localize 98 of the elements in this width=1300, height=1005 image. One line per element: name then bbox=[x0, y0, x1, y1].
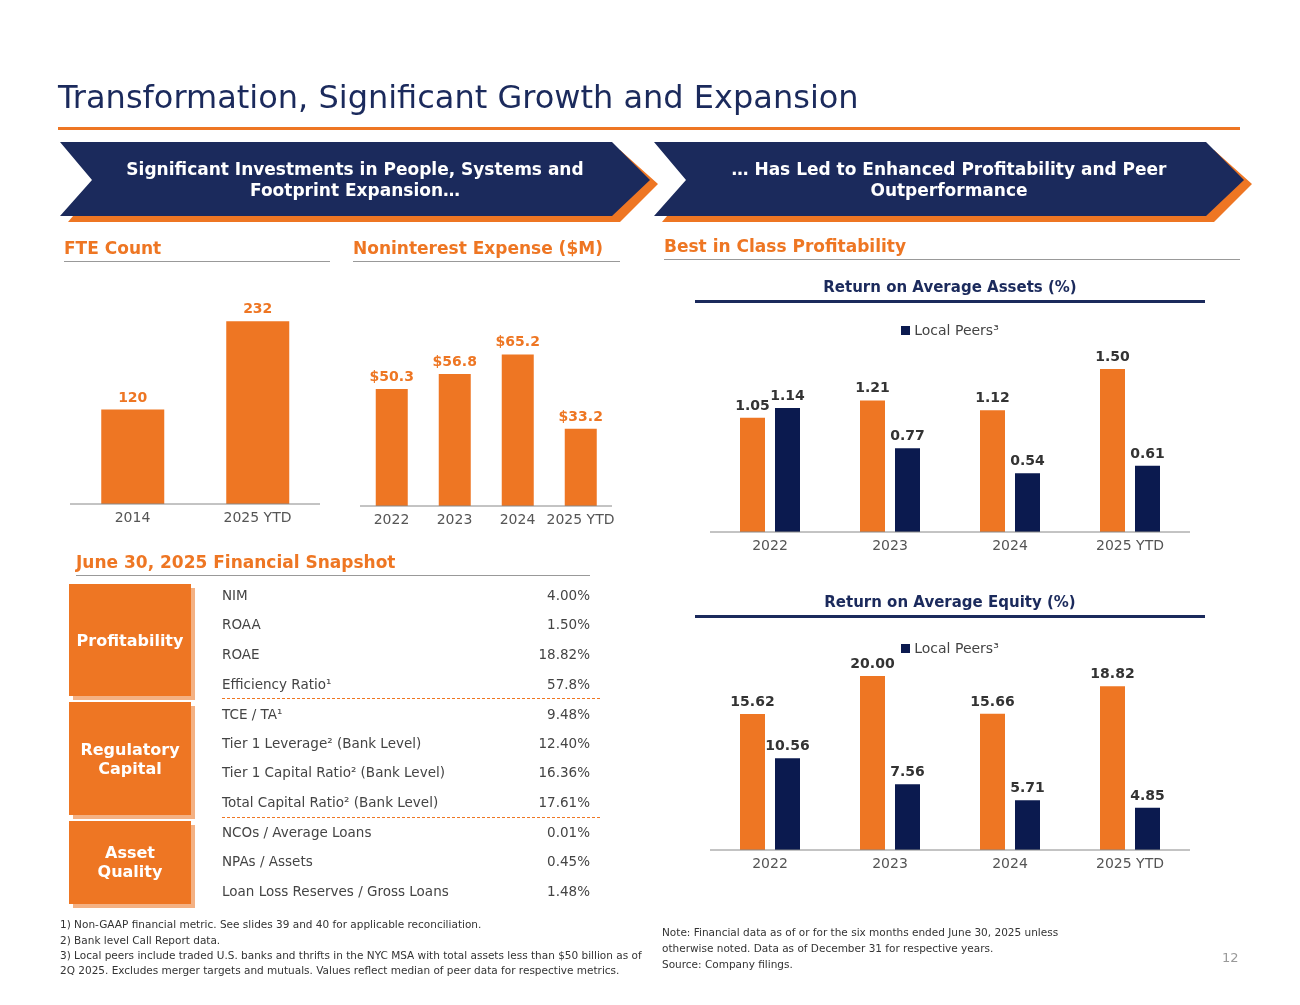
data-label: 15.62 bbox=[730, 693, 775, 710]
data-label: 232 bbox=[243, 300, 273, 317]
category-label: ROAA bbox=[222, 616, 261, 633]
data-label: 0.77 bbox=[890, 427, 925, 444]
category-label: Loan Loss Reserves / Gross Loans bbox=[222, 882, 449, 899]
data-label: 1.12 bbox=[975, 389, 1010, 406]
text: 4.00% bbox=[547, 586, 590, 603]
text: 12 bbox=[1222, 950, 1239, 965]
data-label: 20.00 bbox=[850, 655, 895, 671]
bar bbox=[1100, 686, 1125, 850]
data-label: 1.14 bbox=[770, 387, 806, 404]
text: 18.82% bbox=[538, 645, 590, 662]
data-label: 1.50 bbox=[1095, 347, 1131, 364]
category-label: Efficiency Ratio¹ bbox=[222, 675, 332, 692]
bar bbox=[1100, 368, 1125, 532]
bar bbox=[895, 784, 920, 850]
legend-label: Local Peers³ bbox=[913, 322, 999, 338]
bar bbox=[564, 428, 597, 506]
x-tick-label: 2023 bbox=[436, 510, 473, 527]
text: Note: Financial data as of or for the six months ended June 30, 2025 unless otherwise noted. Data as of December 31 for respective years. bbox=[662, 925, 1060, 956]
bar bbox=[1135, 807, 1160, 850]
bar bbox=[375, 389, 408, 506]
text: 1.48% bbox=[547, 882, 590, 899]
data-label: 0.54 bbox=[1010, 452, 1046, 469]
x-tick-label: 2022 bbox=[752, 854, 788, 871]
bar bbox=[501, 354, 534, 506]
bar bbox=[775, 408, 800, 532]
x-tick-label: 2024 bbox=[992, 854, 1028, 871]
data-label: 18.82 bbox=[1090, 665, 1135, 682]
text: 17.61% bbox=[538, 793, 590, 810]
text: 1) Non-GAAP financial metric. See slides 39 and 40 for applicable reconciliation. bbox=[60, 917, 483, 932]
chart-title: FTE Count bbox=[64, 238, 330, 262]
text: 2) Bank level Call Report data. bbox=[60, 932, 222, 948]
x-tick-label: 2025 YTD bbox=[223, 508, 292, 525]
category-label: Regulatory Capital bbox=[80, 739, 180, 778]
bar bbox=[980, 713, 1005, 850]
bar bbox=[775, 758, 800, 850]
text: 57.8% bbox=[547, 675, 590, 692]
text: … Has Led to Enhanced Profitability and Peer Outperformance bbox=[730, 158, 1168, 202]
x-tick-label: 2014 bbox=[114, 508, 151, 525]
bar bbox=[438, 373, 471, 506]
bar bbox=[895, 448, 920, 532]
text: Transformation, Significant Growth and Expansion bbox=[58, 78, 859, 116]
x-tick-label: 2025 YTD bbox=[546, 510, 615, 527]
x-tick-label: 2025 YTD bbox=[1096, 536, 1164, 553]
data-label: 1.21 bbox=[855, 379, 890, 396]
category-label: Tier 1 Leverage² (Bank Level) bbox=[222, 734, 422, 751]
data-label: 4.85 bbox=[1130, 786, 1165, 803]
chart-subtitle: Return on Average Equity (%) bbox=[695, 593, 1205, 618]
data-label: $50.3 bbox=[369, 368, 414, 385]
data-label: 15.66 bbox=[970, 692, 1015, 709]
data-label: 120 bbox=[118, 388, 148, 405]
bar bbox=[1015, 473, 1040, 532]
category-label: Total Capital Ratio² (Bank Level) bbox=[222, 793, 439, 810]
bar bbox=[860, 676, 885, 850]
chart-title: Best in Class Profitability bbox=[664, 236, 1240, 260]
x-tick-label: 2023 bbox=[872, 536, 908, 553]
text: 0.01% bbox=[547, 824, 590, 841]
category-label: NCOs / Average Loans bbox=[222, 824, 372, 841]
text: 12.40% bbox=[538, 734, 590, 751]
text: 16.36% bbox=[538, 764, 590, 781]
data-label: 1.05 bbox=[735, 396, 770, 413]
category-label: Profitability bbox=[76, 630, 184, 650]
bar bbox=[860, 400, 885, 532]
category-label: Asset Quality bbox=[97, 843, 163, 882]
x-tick-label: 2025 YTD bbox=[1096, 854, 1164, 871]
chart-subtitle: Return on Average Assets (%) bbox=[695, 278, 1205, 303]
text: June 30, 2025 Financial Snapshot bbox=[76, 552, 590, 576]
source-note: Source: Company filings. bbox=[662, 957, 794, 972]
bar bbox=[980, 410, 1005, 532]
x-tick-label: 2024 bbox=[992, 536, 1028, 553]
text: 0.45% bbox=[547, 853, 590, 870]
x-tick-label: 2022 bbox=[752, 536, 788, 553]
bar bbox=[740, 417, 765, 532]
bar bbox=[1015, 800, 1040, 850]
text: Significant Investments in People, Systems and Footprint Expansion… bbox=[125, 158, 585, 202]
x-tick-label: 2023 bbox=[872, 854, 908, 871]
data-label: $33.2 bbox=[558, 407, 603, 424]
text: 9.48% bbox=[547, 705, 590, 722]
bar bbox=[740, 714, 765, 850]
data-label: $65.2 bbox=[495, 333, 540, 350]
x-tick-label: 2022 bbox=[373, 510, 410, 527]
text: 1.50% bbox=[547, 616, 590, 633]
bar bbox=[1135, 465, 1160, 532]
data-label: 0.61 bbox=[1130, 444, 1165, 461]
data-label: 5.71 bbox=[1010, 779, 1045, 796]
category-label: Tier 1 Capital Ratio² (Bank Level) bbox=[222, 764, 445, 781]
data-label: 10.56 bbox=[765, 737, 810, 754]
category-label: NPAs / Assets bbox=[222, 853, 313, 870]
text: 3) Local peers include traded U.S. banks and thrifts in the NYC MSA with total assets less than $50 billion as of 2Q 2025. Excludes merger targets and mutuals. Values reflect median of peer data for respective metrics. bbox=[60, 948, 643, 978]
x-tick-label: 2024 bbox=[499, 510, 536, 527]
legend-label: Local Peers³ bbox=[913, 640, 999, 656]
category-label: NIM bbox=[222, 586, 248, 603]
category-label: TCE / TA¹ bbox=[222, 705, 283, 722]
data-label: 7.56 bbox=[890, 763, 925, 780]
category-label: ROAE bbox=[222, 645, 260, 662]
data-label: $56.8 bbox=[432, 352, 477, 369]
chart-title: Noninterest Expense ($M) bbox=[353, 238, 620, 262]
